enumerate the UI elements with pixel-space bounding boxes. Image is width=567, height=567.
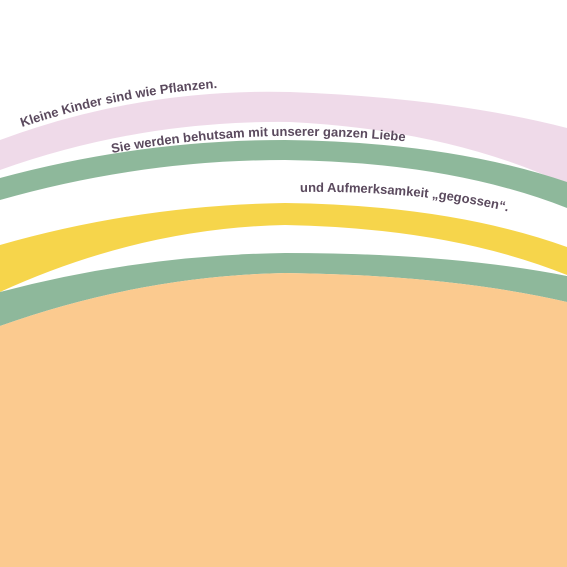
orange-ground [0,273,567,567]
green-band [0,140,567,208]
pink-band [0,91,567,185]
yellow-band [0,203,567,292]
green-band [0,253,567,326]
